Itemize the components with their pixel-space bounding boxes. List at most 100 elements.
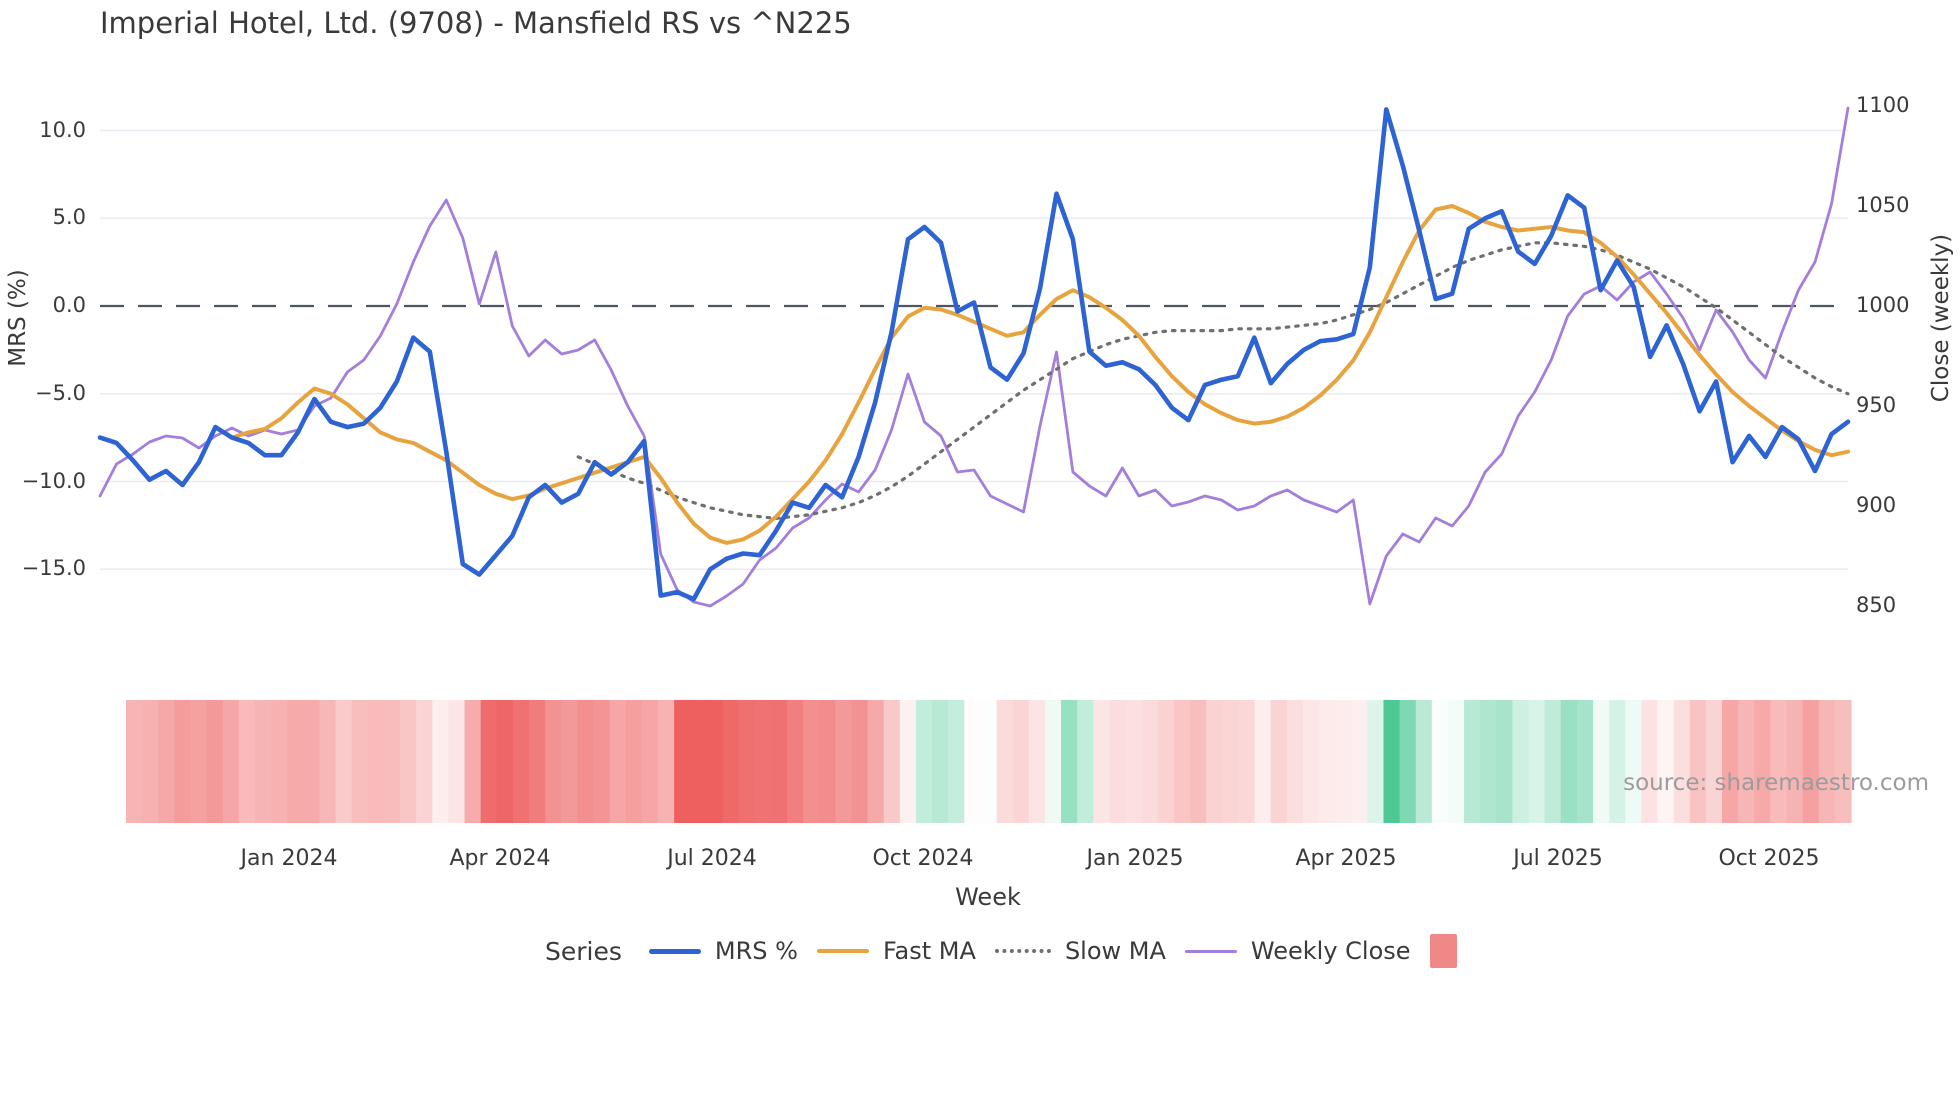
legend-item-label: Weekly Close [1250,937,1411,965]
heatmap-cell [126,700,143,823]
heatmap-cell [1335,700,1352,823]
heatmap-cell [1480,700,1497,823]
heatmap-cell [1173,700,1191,823]
heatmap-cell [658,700,675,823]
legend-item-slow-ma: Slow MA [994,937,1166,965]
heatmap-cell [948,700,965,823]
legend: Series MRS % Fast MA Slow MA Weekly Clos… [545,930,1457,972]
right-axis-tick-label: 950 [1856,393,1897,417]
heatmap-cell [206,700,224,823]
heatmap-cell [1351,700,1368,823]
heatmap-cell [786,700,804,823]
left-axis-title: MRS (%) [5,269,31,367]
heatmap-cell [319,700,337,823]
heatmap-cell [899,700,917,823]
heatmap-cell [1012,700,1030,823]
heatmap-cell [561,700,579,823]
series-line-weekly-close [98,106,1850,608]
heatmap-cell [641,700,659,823]
heatmap-cell [1641,700,1659,823]
heatmap-cell [545,700,562,823]
heatmap-cell [1415,700,1433,823]
heatmap-cell [835,700,853,823]
heatmap-cell [432,700,450,823]
left-axis-tick-label: −15.0 [21,556,86,581]
heatmap-cell [529,700,546,823]
heatmap-cell [1061,700,1078,823]
heatmap-cell [609,700,627,823]
left-axis-tick-label: 0.0 [52,293,86,317]
left-axis-tick-label: −5.0 [35,380,86,405]
x-axis-tick-label: Oct 2024 [872,846,974,871]
heatmap-cell [915,700,933,823]
chart-title: Imperial Hotel, Ltd. (9708) - Mansfield … [100,6,852,40]
heatmap-cell [416,700,433,823]
heatmap-cell [867,700,885,823]
heatmap-cell [383,700,401,823]
heatmap-cell [1496,700,1514,823]
heatmap-cell [254,700,272,823]
left-axis-tick-label: 5.0 [52,205,86,230]
x-axis-tick-label: Apr 2025 [1295,846,1397,871]
legend-item-mrs: MRS % [648,937,798,965]
heatmap-cell [674,700,691,823]
heatmap-cell [1722,700,1739,823]
x-axis-tick-label: Jul 2025 [1513,846,1603,871]
heatmap-cell [367,700,385,823]
series-line-fast-ma [229,204,1850,545]
legend-item-label: Slow MA [1064,937,1166,965]
heatmap-cell [238,700,256,823]
heatmap-cell [1286,700,1304,823]
heatmap-cell [980,700,998,823]
mrs-line-sample-icon [648,948,701,954]
heatmap-cell [158,700,175,823]
heatmap-cell [351,700,369,823]
heatmap-cell [1028,700,1046,823]
legend-item-fast-ma: Fast MA [816,937,976,965]
heatmap-cell [1544,700,1562,823]
heatmap-cell [1834,700,1852,823]
heatmap-cell [738,700,756,823]
heatmap-cell [1754,700,1771,823]
heatmap-cell [1705,700,1723,823]
heatmap-cell [964,700,982,823]
heatmap-cell [770,700,788,823]
heatmap-cell [1044,700,1062,823]
heatmap-cell [1077,700,1094,823]
heatmap-cell [480,700,498,823]
heatmap-cell [1318,700,1336,823]
heatmap-cell [932,700,949,823]
heatmap-cell [1512,700,1530,823]
x-axis-tick-label: Jan 2025 [1086,846,1184,871]
heatmap-cell [303,700,321,823]
legend-title: Series [545,936,622,966]
heatmap-cell [174,700,192,823]
heatmap-cell [1657,700,1675,823]
heatmap-cell [996,700,1014,823]
heatmap-cell [754,700,772,823]
heatmap-cell [1254,700,1272,823]
heatmap-cell [222,700,240,823]
heatmap-cell [1673,700,1691,823]
heatmap-cell [1157,700,1175,823]
heatmap-cell [1222,700,1239,823]
series-line-mrs- [97,107,1851,602]
heatmap-cell [593,700,611,823]
right-axis-title: Close (weekly) [1928,233,1954,403]
source-watermark: source: sharemaestro.com [1623,770,1929,796]
heatmap-cell [448,700,466,823]
left-axis-tick-label: 10.0 [39,117,86,142]
heatmap-cell [1367,700,1385,823]
heatmap-cell [803,700,820,823]
left-axis-tick-label: −10.0 [21,468,86,493]
heatmap-cell [1206,700,1223,823]
series-line-slow-ma [576,241,1850,521]
weekly-close-line-sample-icon [1184,949,1237,953]
heatmap-cell [1770,700,1788,823]
heatmap-cell [1399,700,1417,823]
heatmap-cell [1818,700,1836,823]
heatmap-cell [1431,700,1449,823]
right-axis-tick-label: 1000 [1856,293,1910,317]
heatmap-cell [1270,700,1288,823]
